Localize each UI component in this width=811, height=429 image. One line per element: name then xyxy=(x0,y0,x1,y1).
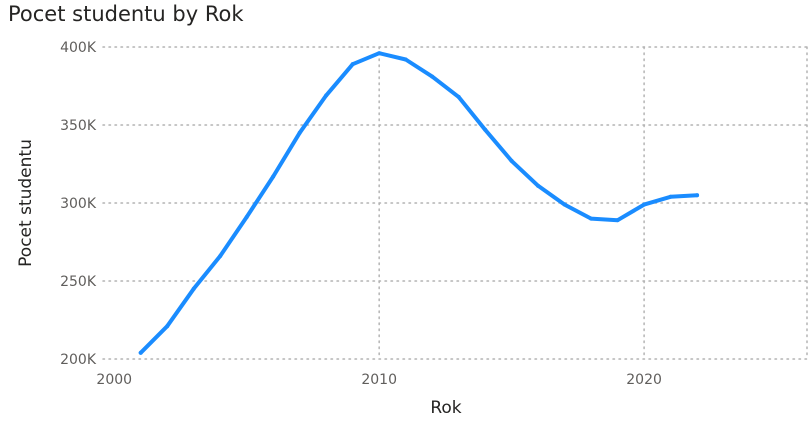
data-point[interactable] xyxy=(191,286,196,291)
data-point[interactable] xyxy=(403,57,408,62)
data-point[interactable] xyxy=(562,202,567,207)
y-tick-label: 250K xyxy=(60,274,97,290)
data-point[interactable] xyxy=(297,130,302,135)
y-tick-label: 400K xyxy=(60,40,97,56)
x-tick-label: 2020 xyxy=(626,372,662,388)
series-layer xyxy=(138,51,700,355)
data-point[interactable] xyxy=(589,216,594,221)
y-tick-label: 200K xyxy=(60,352,97,368)
data-point[interactable] xyxy=(377,51,382,56)
data-point[interactable] xyxy=(536,183,541,188)
y-tick-label: 300K xyxy=(60,196,97,212)
y-tick-labels: 200K 250K 300K 350K 400K xyxy=(60,40,97,368)
data-point[interactable] xyxy=(218,254,223,259)
data-point[interactable] xyxy=(615,218,620,223)
data-point[interactable] xyxy=(642,202,647,207)
data-point[interactable] xyxy=(271,174,276,179)
series-line xyxy=(138,51,700,355)
x-tick-labels: 2000 2010 2020 xyxy=(96,372,661,388)
y-tick-label: 350K xyxy=(60,118,97,134)
data-point[interactable] xyxy=(483,127,488,132)
x-axis-title: Rok xyxy=(430,398,461,418)
data-point[interactable] xyxy=(509,158,514,163)
x-tick-label: 2000 xyxy=(96,372,132,388)
data-point[interactable] xyxy=(695,193,700,198)
data-point[interactable] xyxy=(350,62,355,67)
data-point[interactable] xyxy=(244,215,249,220)
data-point[interactable] xyxy=(668,194,673,199)
x-tick-label: 2010 xyxy=(361,372,397,388)
y-axis-title: Pocet studentu xyxy=(16,139,36,267)
data-point[interactable] xyxy=(165,324,170,329)
chart-title: Pocet studentu by Rok xyxy=(8,2,244,26)
data-point[interactable] xyxy=(324,93,329,98)
data-point[interactable] xyxy=(430,74,435,79)
data-point[interactable] xyxy=(456,94,461,99)
data-point[interactable] xyxy=(138,350,143,355)
